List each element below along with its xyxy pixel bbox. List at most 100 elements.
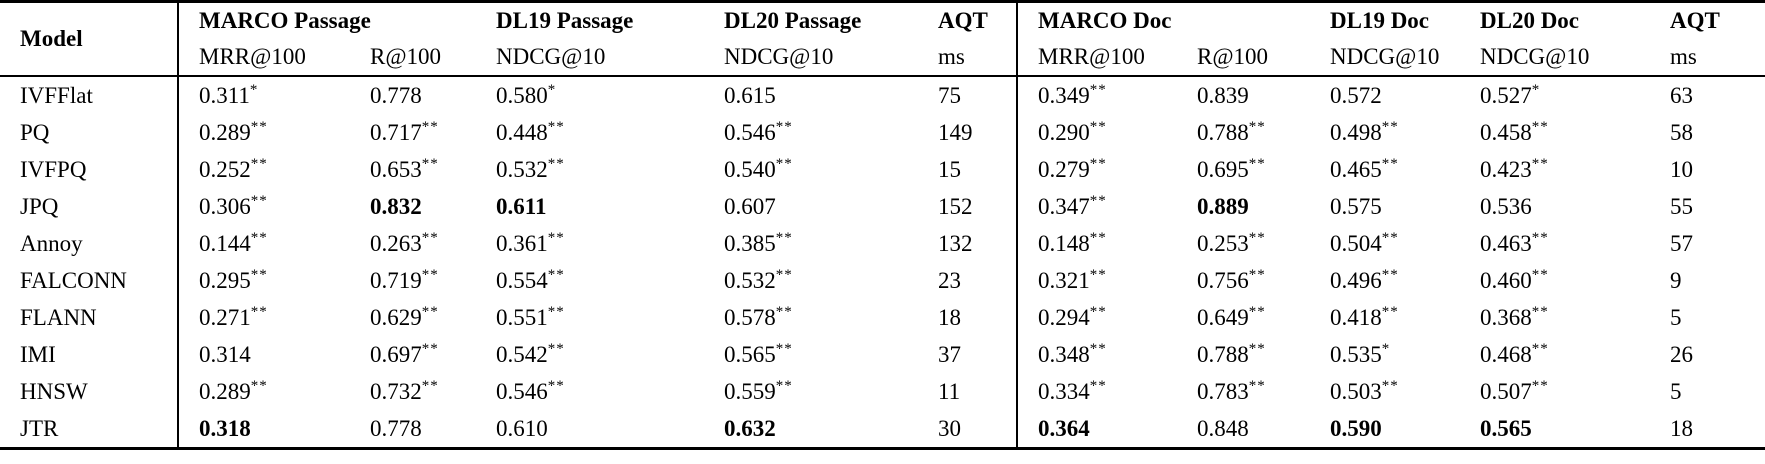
model-name-cell: FLANN — [0, 299, 179, 336]
value-cell: 0.546** — [704, 114, 918, 151]
significance-marker: ** — [1248, 377, 1266, 394]
value-cell: 0.458** — [1460, 114, 1650, 151]
value-cell: 63 — [1650, 76, 1765, 114]
value-cell: 0.717** — [350, 114, 476, 151]
metric-value: 0.717 — [370, 119, 422, 145]
significance-marker: ** — [421, 377, 439, 394]
value-cell: 0.575 — [1310, 188, 1460, 225]
header-metric-ms-doc: ms — [1670, 44, 1697, 69]
results-table: Model MARCO Passage DL19 Passage DL20 Pa… — [0, 0, 1765, 450]
value-cell: 0.632 — [704, 410, 918, 449]
value-cell: 18 — [918, 299, 1018, 336]
header-metric-recall-passage: R@100 — [370, 44, 442, 69]
header-group-marco-doc: MARCO Doc — [1038, 8, 1172, 33]
metric-value: 63 — [1670, 82, 1693, 108]
significance-marker: * — [547, 81, 557, 98]
metric-value: 75 — [938, 82, 961, 108]
metric-value: 0.719 — [370, 267, 422, 293]
metric-value: 0.580 — [496, 82, 548, 108]
significance-marker: ** — [1089, 266, 1107, 283]
metric-value: 0.361 — [496, 230, 548, 256]
value-cell: 0.848 — [1177, 410, 1310, 449]
value-cell: 11 — [918, 373, 1018, 410]
value-cell: 0.580* — [476, 76, 704, 114]
model-name-cell: IVFFlat — [0, 76, 179, 114]
metric-value: 0.460 — [1480, 267, 1532, 293]
header-metric-row: MRR@100 R@100 NDCG@10 NDCG@10 ms MRR@100… — [0, 39, 1765, 76]
value-cell: 5 — [1650, 299, 1765, 336]
value-cell: 0.778 — [350, 76, 476, 114]
significance-marker: ** — [421, 266, 439, 283]
significance-marker: ** — [421, 340, 439, 357]
value-cell: 0.252** — [178, 151, 350, 188]
significance-marker: * — [249, 81, 259, 98]
value-cell: 0.889 — [1177, 188, 1310, 225]
value-cell: 0.504** — [1310, 225, 1460, 262]
value-cell: 0.778 — [350, 410, 476, 449]
value-cell: 0.311* — [178, 76, 350, 114]
value-cell: 0.294** — [1017, 299, 1177, 336]
value-cell: 152 — [918, 188, 1018, 225]
model-name-cell: IVFPQ — [0, 151, 179, 188]
value-cell: 0.347** — [1017, 188, 1177, 225]
metric-value: 5 — [1670, 304, 1682, 330]
value-cell: 0.695** — [1177, 151, 1310, 188]
metric-value: 0.318 — [199, 415, 251, 441]
metric-value: 30 — [938, 415, 961, 441]
value-cell: 0.498** — [1310, 114, 1460, 151]
metric-value: 0.252 — [199, 156, 251, 182]
value-cell: 0.290** — [1017, 114, 1177, 151]
metric-value: 0.889 — [1197, 193, 1249, 219]
metric-value: 57 — [1670, 230, 1693, 256]
metric-value: 0.610 — [496, 415, 548, 441]
metric-value: 0.788 — [1197, 341, 1249, 367]
significance-marker: ** — [1531, 377, 1549, 394]
significance-marker: ** — [1248, 303, 1266, 320]
value-cell: 0.788** — [1177, 114, 1310, 151]
header-metric-ms-passage: ms — [918, 39, 1018, 76]
significance-marker: ** — [250, 229, 268, 246]
significance-marker: ** — [1248, 229, 1266, 246]
value-cell: 0.463** — [1460, 225, 1650, 262]
metric-value: 0.458 — [1480, 119, 1532, 145]
table-row: IVFFlat 0.311* 0.778 0.580* 0.615 75 0.349** 0.… — [0, 76, 1765, 114]
value-cell: 0.289** — [178, 114, 350, 151]
value-cell: 0.144** — [178, 225, 350, 262]
metric-value: 0.347 — [1038, 193, 1090, 219]
value-cell: 0.361** — [476, 225, 704, 262]
significance-marker: ** — [1089, 377, 1107, 394]
metric-value: 0.839 — [1197, 82, 1249, 108]
header-group-dl20-doc: DL20 Doc — [1480, 8, 1580, 33]
value-cell: 0.832 — [350, 188, 476, 225]
value-cell: 0.590 — [1310, 410, 1460, 449]
value-cell: 132 — [918, 225, 1018, 262]
metric-value: 0.542 — [496, 341, 548, 367]
metric-value: 0.565 — [724, 341, 776, 367]
metric-value: 0.289 — [199, 119, 251, 145]
value-cell: 0.314 — [178, 336, 350, 373]
metric-value: 0.778 — [370, 415, 422, 441]
metric-value: 0.385 — [724, 230, 776, 256]
value-cell: 0.732** — [350, 373, 476, 410]
value-cell: 0.460** — [1460, 262, 1650, 299]
metric-value: 0.649 — [1197, 304, 1249, 330]
significance-marker: ** — [1089, 155, 1107, 172]
value-cell: 0.542** — [476, 336, 704, 373]
significance-marker: ** — [421, 118, 439, 135]
table-row: JPQ 0.306** 0.832 0.611 0.607 152 0.347** 0.889… — [0, 188, 1765, 225]
metric-value: 58 — [1670, 119, 1693, 145]
value-cell: 37 — [918, 336, 1018, 373]
table-row: HNSW 0.289** 0.732** 0.546** 0.559** 11 0.334*… — [0, 373, 1765, 410]
value-cell: 0.279** — [1017, 151, 1177, 188]
model-name-cell: PQ — [0, 114, 179, 151]
significance-marker: ** — [775, 303, 793, 320]
header-group-dl20-passage: DL20 Passage — [724, 8, 862, 33]
metric-value: 0.498 — [1330, 119, 1382, 145]
value-cell: 0.783** — [1177, 373, 1310, 410]
value-cell: 0.697** — [350, 336, 476, 373]
metric-value: 0.364 — [1038, 415, 1090, 441]
metric-value: 0.832 — [370, 193, 422, 219]
metric-value: 0.697 — [370, 341, 422, 367]
metric-value: 0.653 — [370, 156, 422, 182]
value-cell: 0.271** — [178, 299, 350, 336]
